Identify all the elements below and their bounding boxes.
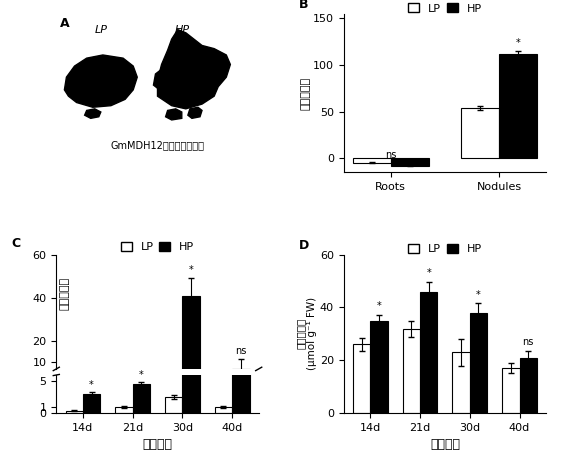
Bar xyxy=(215,382,232,384)
Bar xyxy=(499,54,537,158)
Polygon shape xyxy=(84,109,101,118)
Bar xyxy=(353,158,391,163)
X-axis label: 接种时间: 接种时间 xyxy=(142,438,172,451)
Bar xyxy=(520,358,537,413)
Text: *: * xyxy=(189,265,194,275)
Bar xyxy=(115,408,133,413)
Bar xyxy=(133,374,150,384)
Bar xyxy=(403,329,420,413)
Bar xyxy=(65,383,83,384)
Text: *: * xyxy=(139,370,144,380)
Bar xyxy=(353,344,370,413)
Bar xyxy=(133,384,150,413)
Text: B: B xyxy=(299,0,309,11)
Polygon shape xyxy=(188,107,202,118)
Legend: LP, HP: LP, HP xyxy=(404,0,486,18)
Bar xyxy=(115,382,133,384)
Text: *: * xyxy=(426,269,431,279)
Bar xyxy=(65,410,83,413)
Polygon shape xyxy=(154,69,166,88)
Text: ns: ns xyxy=(522,337,534,347)
Text: ns: ns xyxy=(235,346,247,356)
Bar xyxy=(83,378,100,384)
Bar xyxy=(470,313,487,413)
Bar xyxy=(461,108,499,158)
Polygon shape xyxy=(166,109,182,120)
X-axis label: 接种时间: 接种时间 xyxy=(430,438,460,451)
Text: *: * xyxy=(377,302,381,311)
Y-axis label: 相对表达量: 相对表达量 xyxy=(300,77,310,110)
Bar xyxy=(215,408,232,413)
Text: HP: HP xyxy=(174,25,189,35)
Y-axis label: 范气酶活性
(μmol g⁻¹ FW): 范气酶活性 (μmol g⁻¹ FW) xyxy=(296,297,317,370)
Text: *: * xyxy=(516,38,520,48)
Bar xyxy=(232,369,249,384)
Text: A: A xyxy=(60,17,70,30)
Bar xyxy=(232,369,249,413)
Bar xyxy=(165,379,182,384)
Text: *: * xyxy=(476,290,481,300)
Bar xyxy=(182,296,200,384)
Bar xyxy=(502,368,520,413)
Polygon shape xyxy=(64,55,137,107)
Text: ns: ns xyxy=(385,150,396,160)
Legend: LP, HP: LP, HP xyxy=(404,240,486,259)
Bar xyxy=(83,394,100,413)
Text: *: * xyxy=(89,380,94,390)
Bar xyxy=(165,397,182,413)
Text: LP: LP xyxy=(95,25,108,35)
Text: C: C xyxy=(12,237,21,251)
Text: GmMDH12在根瘤中的表达: GmMDH12在根瘤中的表达 xyxy=(110,140,204,150)
Text: 相对表达量: 相对表达量 xyxy=(60,277,70,310)
Bar xyxy=(452,353,470,413)
Text: D: D xyxy=(299,239,310,252)
Bar xyxy=(391,158,428,166)
Polygon shape xyxy=(158,30,230,109)
Bar xyxy=(182,153,200,413)
Bar xyxy=(420,291,437,413)
Bar xyxy=(370,321,388,413)
Legend: LP, HP: LP, HP xyxy=(116,237,199,257)
